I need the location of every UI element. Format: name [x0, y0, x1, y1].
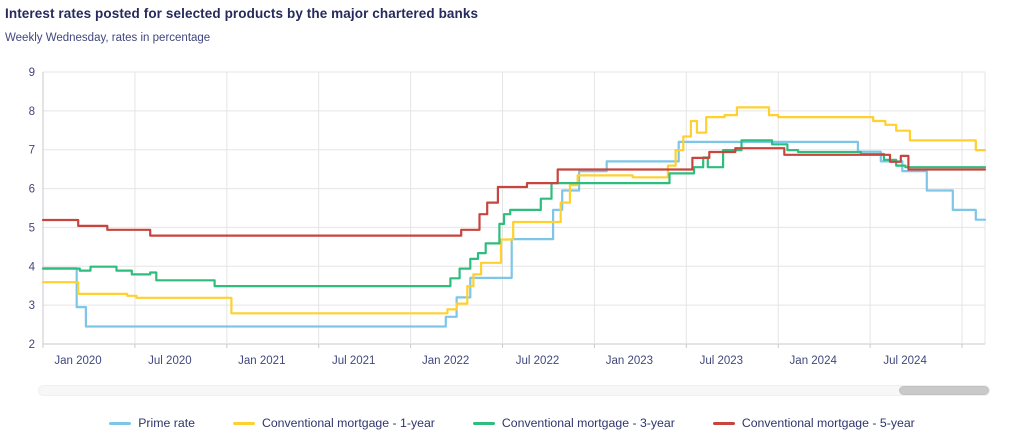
rate-chart-svg[interactable]: 2 3 4 5 6 7 8 9 Jan 2020 Jul 2020 Jan 2021 Jul 2021…: [0, 60, 1024, 380]
x-axis-label: Jan 2020: [54, 355, 101, 367]
legend-swatch-icon: [712, 421, 735, 425]
x-grid: Jan 2020 Jul 2020 Jan 2021 Jul 2021 Jan 2022…: [42, 72, 986, 367]
y-axis-label: 6: [29, 184, 35, 196]
x-axis-label: Jan 2023: [606, 355, 653, 367]
legend-label: Prime rate: [138, 416, 195, 430]
legend-item-0[interactable]: Prime rate: [109, 416, 195, 430]
chart-header: Interest rates posted for selected produ…: [5, 6, 478, 44]
y-axis-label: 5: [29, 222, 35, 234]
chart-subtitle: Weekly Wednesday, rates in percentage: [5, 32, 211, 44]
series-line-2[interactable]: [41, 139, 987, 288]
page-title: Interest rates posted for selected produ…: [5, 6, 479, 21]
y-axis-label: 7: [29, 145, 35, 157]
chart-legend: Prime rate Conventional mortgage - 1-year…: [0, 410, 1024, 436]
y-axis-label: 3: [29, 300, 35, 312]
series-line-0[interactable]: [41, 140, 987, 328]
legend-item-3[interactable]: Conventional mortgage - 5-year: [712, 416, 915, 430]
y-grid: 2 3 4 5 6 7 8 9: [29, 67, 985, 351]
x-axis-label: Jul 2020: [148, 355, 191, 367]
chart-scrollbar-thumb[interactable]: [899, 386, 989, 395]
legend-label: Conventional mortgage - 3-year: [501, 416, 675, 430]
legend-swatch-icon: [109, 421, 132, 425]
legend-label: Conventional mortgage - 5-year: [741, 416, 915, 430]
y-axis-label: 8: [29, 106, 35, 118]
y-axis-label: 4: [29, 261, 36, 273]
x-axis-label: Jan 2022: [422, 355, 469, 367]
x-axis-label: Jul 2024: [883, 355, 927, 367]
legend-swatch-icon: [232, 421, 255, 425]
legend-swatch-icon: [472, 421, 495, 425]
y-axis-label: 2: [29, 339, 35, 351]
x-axis-label: Jul 2022: [516, 355, 559, 367]
x-axis-label: Jan 2024: [790, 355, 838, 367]
legend-item-2[interactable]: Conventional mortgage - 3-year: [472, 416, 675, 430]
y-axis-label: 9: [29, 67, 35, 79]
rate-chart[interactable]: 2 3 4 5 6 7 8 9 Jan 2020 Jul 2020 Jan 2021 Jul 2021…: [0, 60, 1024, 380]
x-axis-label: Jul 2021: [332, 355, 375, 367]
series-line-1[interactable]: [41, 106, 987, 315]
legend-item-1[interactable]: Conventional mortgage - 1-year: [232, 416, 435, 430]
series-line-3[interactable]: [41, 147, 987, 237]
x-axis-label: Jan 2021: [238, 355, 285, 367]
x-axis-label: Jul 2023: [700, 355, 743, 367]
legend-label: Conventional mortgage - 1-year: [261, 416, 435, 430]
chart-scrollbar[interactable]: [38, 385, 990, 396]
